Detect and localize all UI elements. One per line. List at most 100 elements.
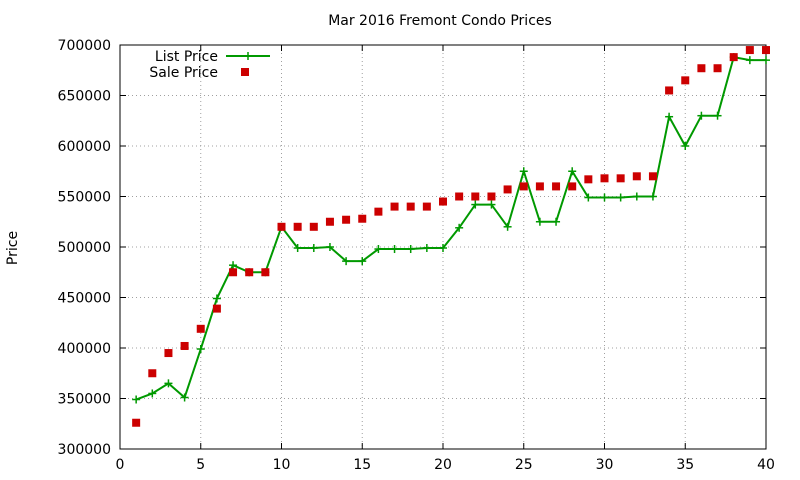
sale-price-point <box>261 268 270 277</box>
sale-price-point <box>164 349 173 358</box>
sale-price-point <box>148 369 157 378</box>
sale-price-point <box>277 222 286 231</box>
sale-price-point <box>648 172 657 181</box>
list-price-point <box>584 193 593 202</box>
y-tick-label: 450000 <box>58 291 111 307</box>
list-price-point <box>229 261 238 270</box>
sale-price-point <box>535 182 544 191</box>
sale-price-point <box>762 46 770 55</box>
list-price-point <box>648 192 657 201</box>
series-layer <box>132 46 770 427</box>
x-tick-label: 40 <box>757 457 775 473</box>
y-tick-label: 500000 <box>58 240 111 256</box>
sale-price-point <box>568 182 577 191</box>
list-price-point <box>374 245 383 254</box>
y-tick-label: 400000 <box>58 341 111 357</box>
list-price-point <box>164 379 173 388</box>
sale-price-point <box>439 197 447 206</box>
legend-marker-list-price <box>244 52 252 60</box>
list-price-point <box>212 294 221 303</box>
x-tick-label: 35 <box>676 457 694 473</box>
grid-lines <box>120 45 766 449</box>
x-tick-label: 0 <box>116 457 125 473</box>
sale-price-point <box>697 64 706 73</box>
y-tick-label: 350000 <box>58 392 111 408</box>
list-price-point <box>745 56 754 65</box>
list-price-point <box>600 193 609 202</box>
list-price-point <box>697 111 706 120</box>
legend-label-sale-price: Sale Price <box>149 65 218 81</box>
sale-price-point <box>616 174 625 183</box>
sale-price-point <box>487 192 496 201</box>
sale-price-point <box>552 182 561 191</box>
sale-price-point <box>745 46 754 55</box>
sale-price-point <box>455 192 464 201</box>
list-price-point <box>487 200 496 209</box>
series-sale-price <box>132 46 770 427</box>
y-tick-label: 650000 <box>58 89 111 105</box>
sale-price-point <box>245 268 254 277</box>
list-price-point <box>293 244 302 253</box>
y-tick-label: 700000 <box>58 38 111 54</box>
legend-marker-sale-price <box>241 68 249 76</box>
list-price-point <box>132 395 141 404</box>
list-price-point <box>196 345 205 354</box>
x-tick-label: 15 <box>353 457 371 473</box>
x-tick-label: 20 <box>434 457 452 473</box>
sale-price-point <box>600 174 609 183</box>
list-price-point <box>535 217 544 226</box>
list-price-point <box>406 245 415 254</box>
list-price-point <box>309 244 318 253</box>
x-tick-label: 10 <box>273 457 291 473</box>
list-price-point <box>148 389 157 398</box>
sale-price-point <box>471 192 480 201</box>
axis-ticks: 0 5 10 15 20 25 30 35 40 300000 350000 400000 450000… <box>58 38 775 473</box>
legend-label-list-price: List Price <box>155 49 218 65</box>
list-price-point <box>503 222 512 231</box>
list-price-point <box>422 244 431 253</box>
sale-price-point <box>229 268 238 277</box>
y-axis-label: Price <box>5 231 21 265</box>
sale-price-point <box>180 341 189 350</box>
list-price-point <box>342 257 351 266</box>
list-price-point <box>455 223 464 232</box>
list-price-point <box>519 167 528 176</box>
x-tick-label: 5 <box>196 457 205 473</box>
sale-price-point <box>729 53 738 62</box>
list-price-point <box>616 193 625 202</box>
sale-price-point <box>293 222 302 231</box>
list-price-point <box>439 244 447 253</box>
sale-price-point <box>196 324 205 333</box>
list-price-point <box>681 142 690 150</box>
list-price-point <box>762 56 770 65</box>
sale-price-point <box>132 418 141 427</box>
sale-price-point <box>358 214 367 223</box>
list-price-point <box>568 167 577 176</box>
list-price-point <box>632 192 641 201</box>
sale-price-point <box>406 202 415 211</box>
x-tick-label: 30 <box>596 457 614 473</box>
sale-price-point <box>390 202 399 211</box>
chart-title: Mar 2016 Fremont Condo Prices <box>328 13 552 29</box>
sale-price-point <box>632 172 641 181</box>
list-price-point <box>552 217 561 226</box>
sale-price-point <box>309 222 318 231</box>
list-price-point <box>665 112 674 121</box>
sale-price-point <box>374 207 383 216</box>
sale-price-point <box>665 86 674 95</box>
list-price-line <box>135 55 766 401</box>
sale-price-point <box>503 185 512 194</box>
y-tick-label: 550000 <box>58 190 111 206</box>
sale-price-point <box>713 64 722 73</box>
list-price-point <box>471 200 480 209</box>
y-tick-label: 600000 <box>58 139 111 155</box>
sale-price-point <box>584 175 593 184</box>
list-price-point <box>713 111 722 120</box>
list-price-point <box>358 257 367 266</box>
sale-price-point <box>342 215 351 224</box>
list-price-point <box>180 393 189 402</box>
sale-price-point <box>519 182 528 191</box>
sale-price-point <box>422 202 431 211</box>
